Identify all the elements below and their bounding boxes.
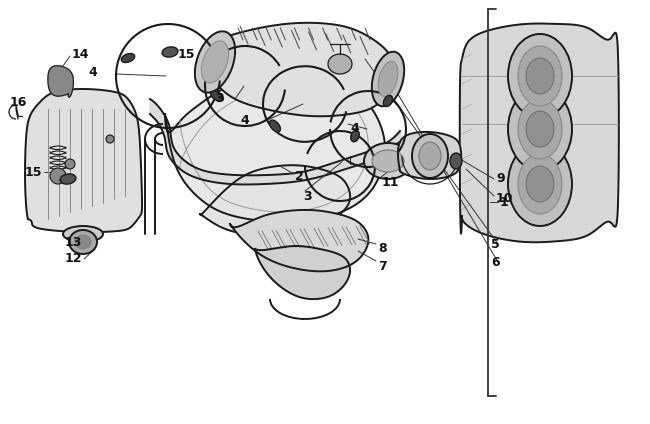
Ellipse shape — [328, 54, 352, 74]
Ellipse shape — [65, 159, 75, 169]
Ellipse shape — [518, 154, 562, 214]
Text: 5: 5 — [491, 237, 500, 251]
Text: 3: 3 — [215, 92, 224, 106]
Polygon shape — [398, 132, 462, 179]
Ellipse shape — [202, 41, 229, 83]
Text: 2: 2 — [295, 170, 304, 182]
Ellipse shape — [526, 166, 554, 202]
Polygon shape — [255, 246, 350, 299]
Ellipse shape — [351, 130, 359, 142]
Ellipse shape — [211, 91, 224, 101]
Ellipse shape — [384, 95, 393, 106]
Ellipse shape — [69, 230, 97, 254]
Text: 11: 11 — [382, 176, 400, 189]
Ellipse shape — [122, 53, 135, 62]
Ellipse shape — [508, 34, 572, 118]
Polygon shape — [460, 23, 619, 242]
Ellipse shape — [508, 87, 572, 171]
Ellipse shape — [378, 61, 398, 97]
Ellipse shape — [75, 235, 91, 249]
Ellipse shape — [526, 58, 554, 94]
Ellipse shape — [518, 99, 562, 159]
Text: 13: 13 — [64, 235, 82, 248]
Text: 14: 14 — [72, 47, 90, 61]
Polygon shape — [165, 76, 385, 222]
Text: 9: 9 — [496, 173, 504, 186]
Polygon shape — [25, 89, 142, 232]
Polygon shape — [200, 165, 350, 236]
Ellipse shape — [518, 46, 562, 106]
Ellipse shape — [364, 143, 412, 179]
Text: 3: 3 — [303, 190, 311, 203]
Ellipse shape — [50, 168, 66, 184]
Ellipse shape — [526, 111, 554, 147]
Text: 8: 8 — [378, 242, 387, 254]
Ellipse shape — [419, 142, 441, 170]
Ellipse shape — [63, 226, 103, 242]
Text: 12: 12 — [64, 253, 82, 265]
Text: 7: 7 — [378, 259, 387, 273]
Text: 10: 10 — [496, 192, 514, 206]
Ellipse shape — [162, 47, 178, 57]
Text: 16: 16 — [10, 95, 27, 109]
Text: 4: 4 — [350, 123, 359, 136]
Text: 4: 4 — [240, 114, 249, 128]
Ellipse shape — [508, 142, 572, 226]
Ellipse shape — [450, 153, 462, 169]
Text: 6: 6 — [491, 256, 500, 268]
Ellipse shape — [372, 52, 404, 106]
Text: 1: 1 — [500, 195, 509, 209]
Ellipse shape — [106, 135, 114, 143]
Polygon shape — [48, 66, 73, 97]
Polygon shape — [150, 99, 401, 184]
Ellipse shape — [412, 134, 448, 178]
Polygon shape — [230, 210, 369, 271]
Ellipse shape — [270, 120, 280, 132]
Ellipse shape — [60, 174, 76, 184]
Ellipse shape — [195, 31, 235, 93]
Text: 15: 15 — [25, 165, 42, 179]
Polygon shape — [208, 23, 395, 116]
Text: 15: 15 — [178, 47, 196, 61]
Text: 4: 4 — [88, 65, 97, 78]
Ellipse shape — [372, 150, 404, 172]
